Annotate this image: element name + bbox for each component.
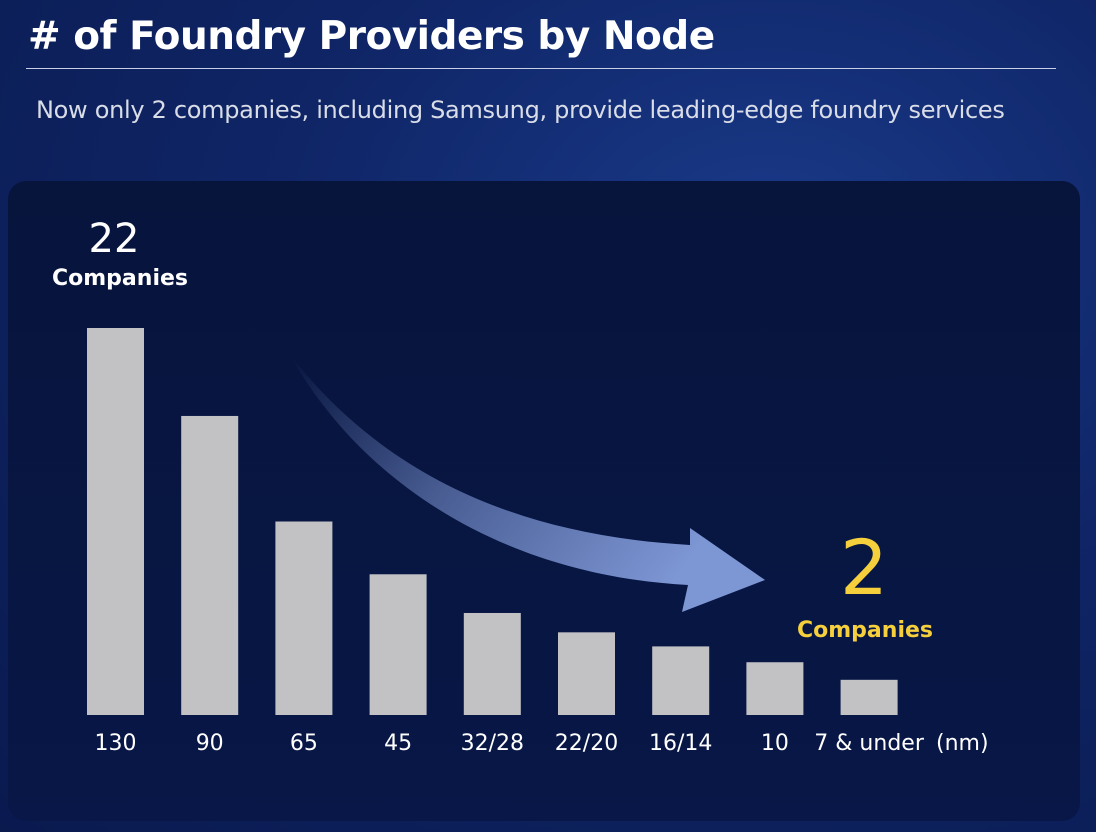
tick-labels-group: 130 90 65 45 32/28 22/20 16/14 10 7 & under	[95, 731, 925, 756]
bar-90	[181, 415, 239, 715]
bar-130	[87, 328, 144, 715]
x-tick-label: 22/20	[555, 731, 618, 756]
bar-22-20	[558, 632, 615, 715]
bar-65	[275, 521, 333, 715]
start-count-caption: Companies	[52, 266, 188, 291]
page-subtitle: Now only 2 companies, including Samsung,…	[36, 96, 1005, 124]
x-tick-label: 32/28	[461, 731, 524, 756]
x-tick-label: 7 & under	[814, 731, 925, 756]
x-axis-unit-label: (nm)	[936, 731, 989, 756]
page-title: # of Foundry Providers by Node	[28, 14, 715, 59]
bar-10	[746, 662, 804, 715]
start-count-number: 22	[88, 216, 140, 262]
x-tick-label: 130	[95, 731, 137, 756]
bar-7-under	[840, 679, 898, 715]
x-tick-label: 65	[290, 731, 318, 756]
end-count-caption: Companies	[797, 618, 933, 643]
x-tick-label: 10	[761, 731, 789, 756]
trend-arrow	[290, 355, 765, 612]
bar-32-28	[463, 612, 521, 715]
x-tick-label: 90	[196, 731, 224, 756]
x-tick-label: 16/14	[649, 731, 712, 756]
end-count-number: 2	[839, 523, 889, 612]
title-divider	[26, 68, 1056, 69]
bar-16-14	[652, 646, 710, 715]
x-tick-label: 45	[384, 731, 412, 756]
bars-group	[87, 328, 898, 715]
bar-45	[369, 574, 427, 715]
